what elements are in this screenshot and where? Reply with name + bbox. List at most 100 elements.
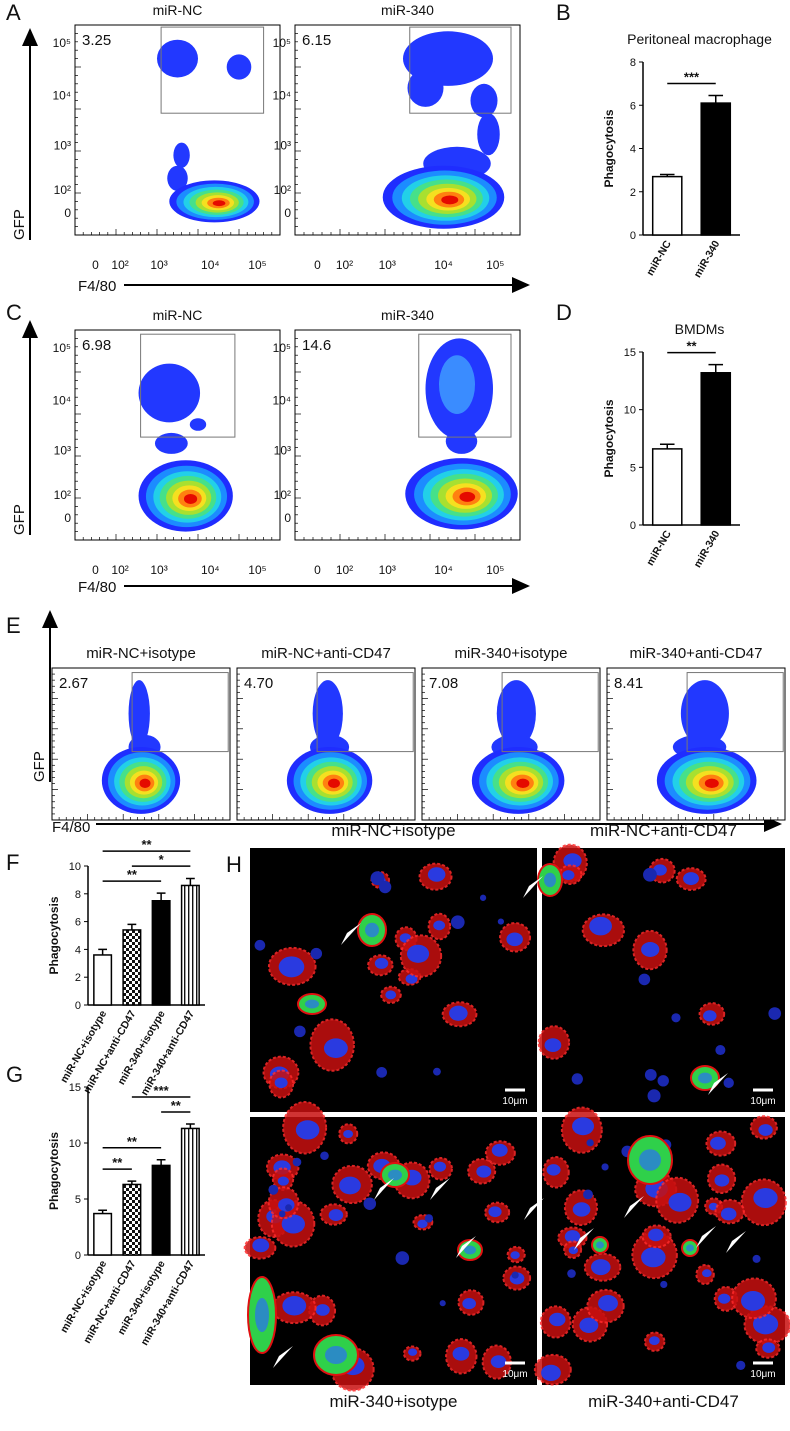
y-tick-label: 10⁴	[52, 393, 71, 407]
y-tick-label: 0	[630, 230, 636, 242]
density-contour	[154, 432, 188, 454]
arrowhead	[708, 1073, 728, 1095]
y-tick-label: 10⁴	[272, 88, 291, 102]
micrograph: 10μm miR-340+isotype	[243, 1101, 537, 1411]
stray-nucleus	[285, 1204, 292, 1212]
gate	[686, 672, 784, 753]
cell-nucleus	[720, 1207, 737, 1221]
x-tick-label: miR-340	[692, 238, 723, 280]
cell-nucleus	[433, 920, 446, 931]
arrowhead	[524, 1198, 544, 1220]
y-tick-label: 0	[64, 511, 71, 525]
cell-nucleus	[668, 1192, 692, 1212]
stray-nucleus	[310, 947, 323, 960]
stray-nucleus	[644, 1068, 657, 1081]
stray-nucleus	[363, 1197, 377, 1210]
cell-nucleus	[762, 1342, 776, 1353]
panel-label: B	[556, 0, 571, 25]
cell-nucleus	[282, 1296, 307, 1316]
error-bar	[708, 363, 724, 373]
cell-nucleus	[385, 990, 397, 1000]
y-axis-label: GFP	[31, 751, 48, 782]
cell-nucleus	[491, 1143, 508, 1157]
cell-nucleus	[591, 1259, 611, 1276]
cell-nucleus	[686, 1244, 694, 1252]
gate-percent: 8.41	[614, 675, 643, 692]
stray-nucleus	[292, 1157, 302, 1167]
error-bar	[659, 443, 675, 449]
density-contour	[477, 113, 500, 156]
flow-plot: 2.67 miR-NC+isotype	[51, 645, 231, 821]
cell-nucleus	[417, 1219, 428, 1229]
cell-nucleus	[758, 1124, 773, 1136]
panel-label: G	[6, 1062, 23, 1087]
stray-nucleus	[395, 1251, 410, 1265]
plot-title: miR-340+isotype	[455, 645, 568, 662]
cell-nucleus	[579, 1317, 599, 1334]
panel-label: H	[226, 852, 242, 877]
stray-nucleus	[752, 1254, 761, 1263]
cell-nucleus	[295, 1120, 320, 1140]
image-title: miR-340+isotype	[329, 1392, 457, 1411]
density-contour	[139, 778, 151, 789]
x-axis-label: F4/80	[52, 819, 90, 836]
cell-nucleus	[252, 1238, 270, 1253]
cell-nucleus	[374, 957, 389, 969]
y-tick-label: 15	[69, 1082, 81, 1094]
x-tick-label: 10⁵	[248, 258, 266, 272]
x-tick-label: 0	[314, 563, 321, 577]
bar-chart: Peritoneal macrophage Phagocytosis 0 2 4 6 8 mi…	[602, 31, 772, 280]
cell-nucleus	[544, 1038, 562, 1053]
gate-percent: 7.08	[429, 675, 458, 692]
y-tick-label: 2	[75, 972, 81, 984]
gate	[316, 672, 414, 753]
bar	[651, 175, 683, 236]
cell-nucleus	[641, 1247, 666, 1268]
x-tick-label: miR-340	[692, 528, 723, 570]
micrograph: 10μm miR-340+anti-CD47	[524, 1106, 790, 1411]
y-tick-label: 4	[75, 944, 81, 956]
cell-nucleus	[462, 1297, 476, 1310]
density-contour	[459, 491, 476, 502]
y-axis-label: Phagocytosis	[602, 399, 616, 477]
gate	[140, 333, 236, 438]
cell-nucleus	[255, 1297, 269, 1333]
x-tick-label: 10⁴	[201, 563, 220, 577]
stray-nucleus	[278, 1210, 286, 1218]
y-axis-label: Phagocytosis	[602, 109, 616, 187]
significance-label: **	[112, 1155, 123, 1170]
bar	[93, 954, 113, 1006]
y-tick-label: 10⁴	[272, 393, 291, 407]
micrograph: 10μm miR-NC+anti-CD47	[523, 821, 785, 1112]
cell-nucleus	[549, 1312, 566, 1327]
panel-label: C	[6, 300, 22, 325]
cell-nucleus	[406, 944, 430, 963]
cell-nucleus	[703, 1010, 717, 1022]
density-contour	[445, 428, 478, 454]
arrowhead	[341, 923, 361, 945]
stray-nucleus	[601, 1163, 609, 1171]
error-bar	[708, 94, 724, 104]
cell-nucleus	[572, 1117, 595, 1136]
plot-title: miR-NC+isotype	[86, 645, 196, 662]
error-bar	[156, 1159, 166, 1166]
y-tick-label: 10²	[54, 183, 71, 197]
significance-label: **	[686, 339, 697, 354]
plot-title: miR-340+anti-CD47	[630, 645, 763, 662]
x-axis-label: F4/80	[78, 579, 116, 596]
x-tick-label: 10⁵	[248, 563, 266, 577]
density-contour	[470, 83, 498, 118]
cell-nucleus	[281, 1214, 305, 1234]
stray-nucleus	[433, 1067, 441, 1076]
cell-nucleus	[568, 1246, 579, 1255]
density-contour	[173, 142, 190, 168]
arrowhead	[523, 876, 543, 898]
stray-nucleus	[567, 1269, 576, 1278]
error-bar	[98, 948, 108, 955]
cell-nucleus	[510, 1251, 520, 1259]
cell-nucleus	[598, 1295, 618, 1312]
significance-label: **	[127, 1134, 138, 1149]
y-tick-label: 10²	[274, 488, 291, 502]
cell-nucleus	[596, 1241, 604, 1249]
gate-percent: 4.70	[244, 675, 273, 692]
